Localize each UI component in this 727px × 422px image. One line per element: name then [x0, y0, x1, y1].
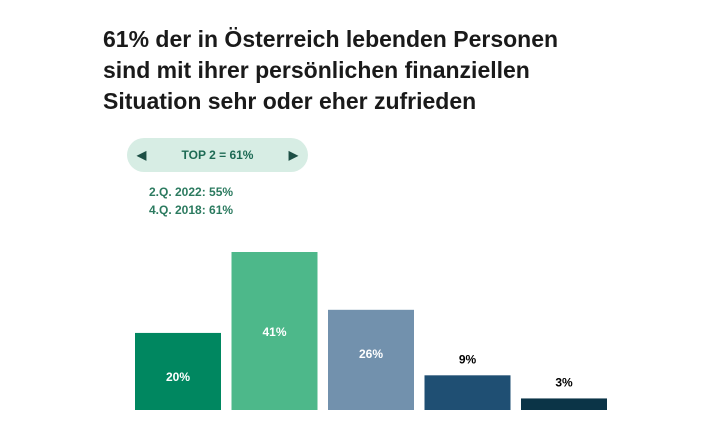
bar-5 — [521, 398, 607, 410]
comparison-2022: 2.Q. 2022: 55% — [149, 185, 234, 199]
title-line-1: 61% der in Österreich lebenden Personen — [103, 26, 559, 52]
top2-label: TOP 2 = 61% — [181, 148, 254, 162]
bar-1 — [135, 332, 221, 410]
bar-3 — [328, 309, 414, 410]
comparison-values: 2.Q. 2022: 55% 4.Q. 2018: 61% — [149, 183, 233, 219]
title-line-3: Situation sehr oder eher zufrieden — [103, 88, 477, 114]
bar-label-5: 3% — [555, 375, 573, 389]
title-line-2: sind mit ihrer persönlichen finanziellen — [103, 57, 530, 83]
comparison-2018: 4.Q. 2018: 61% — [149, 203, 234, 217]
bar-2 — [231, 252, 318, 410]
bar-label-4: 9% — [459, 352, 477, 366]
chart-title: 61% der in Österreich lebenden Personen … — [103, 24, 703, 117]
bar-label-2: 41% — [262, 325, 286, 339]
top2-summary-pill: ◀ TOP 2 = 61% ▶ — [127, 138, 308, 172]
bar-4 — [424, 375, 511, 410]
right-triangle-icon[interactable]: ▶ — [288, 148, 298, 162]
bar-label-3: 26% — [359, 347, 383, 361]
bar-label-1: 20% — [166, 370, 190, 384]
left-triangle-icon[interactable]: ◀ — [137, 148, 147, 162]
